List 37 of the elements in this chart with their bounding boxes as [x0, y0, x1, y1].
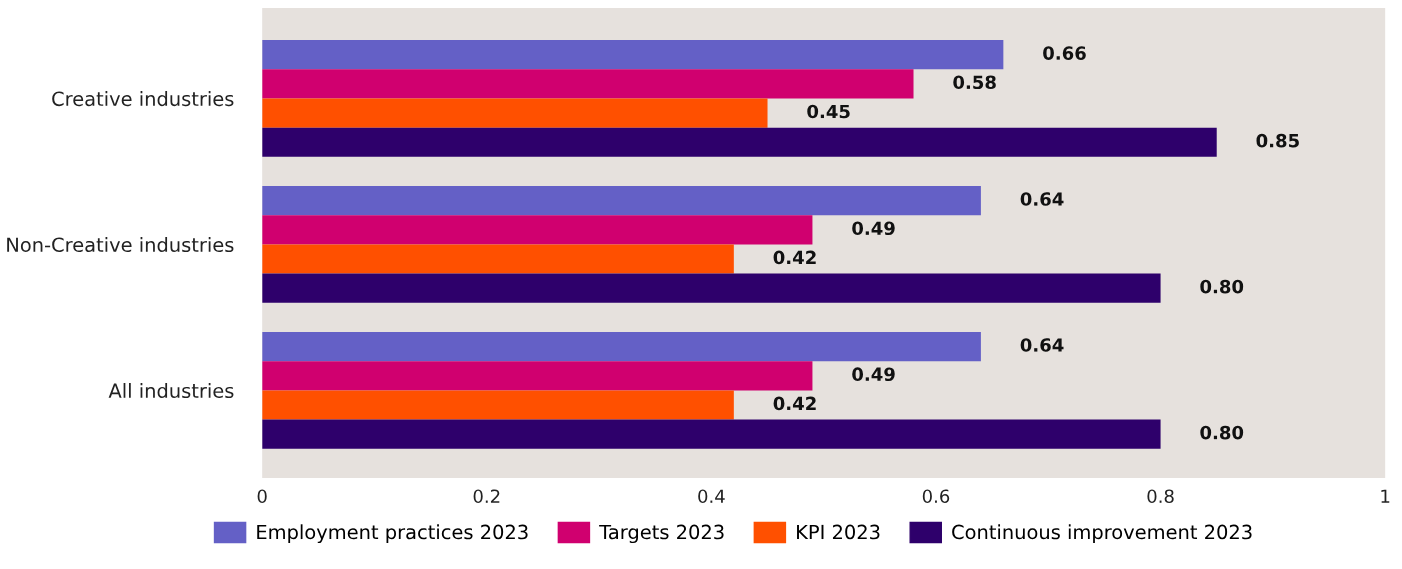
data-label: 0.42 — [773, 396, 816, 411]
x-tick-label: 0.4 — [698, 489, 725, 504]
legend-label: KPI 2023 — [797, 524, 880, 540]
x-tick-label: 0.8 — [1147, 489, 1174, 504]
data-label: 0.45 — [807, 104, 850, 119]
data-label: 0.42 — [773, 250, 816, 265]
bar — [262, 273, 1161, 303]
data-label: 0.49 — [852, 221, 895, 236]
x-tick-label: 0.6 — [922, 489, 950, 504]
bar — [262, 361, 813, 391]
data-label: 0.58 — [953, 75, 996, 90]
bar — [262, 186, 981, 216]
bar — [262, 244, 734, 274]
data-label: 0.80 — [1200, 279, 1244, 294]
x-tick-label: 0.2 — [473, 489, 500, 504]
legend-label: Targets 2023 — [599, 524, 724, 544]
y-tick-label: Non-Creative industries — [7, 237, 234, 253]
x-tick-label: 1 — [1381, 489, 1390, 503]
data-label: 0.64 — [1020, 192, 1064, 206]
bar — [262, 40, 1004, 70]
data-label: 0.64 — [1020, 338, 1064, 352]
data-label: 0.49 — [852, 367, 895, 382]
data-label: 0.80 — [1200, 425, 1244, 440]
data-label: 0.66 — [1043, 46, 1086, 60]
bar — [262, 98, 768, 128]
bar — [262, 332, 981, 362]
y-tick-label: All industries — [108, 383, 234, 399]
bar — [262, 419, 1161, 449]
y-tick-label: Creative industries — [52, 91, 234, 107]
bar — [262, 215, 813, 245]
bar — [262, 390, 734, 420]
data-label: 0.85 — [1256, 133, 1299, 148]
x-tick-label: 0 — [257, 489, 267, 504]
bar — [262, 69, 914, 99]
bar — [262, 127, 1217, 157]
legend-label: Employment practices 2023 — [257, 524, 528, 544]
legend-label: Continuous improvement 2023 — [952, 524, 1252, 544]
